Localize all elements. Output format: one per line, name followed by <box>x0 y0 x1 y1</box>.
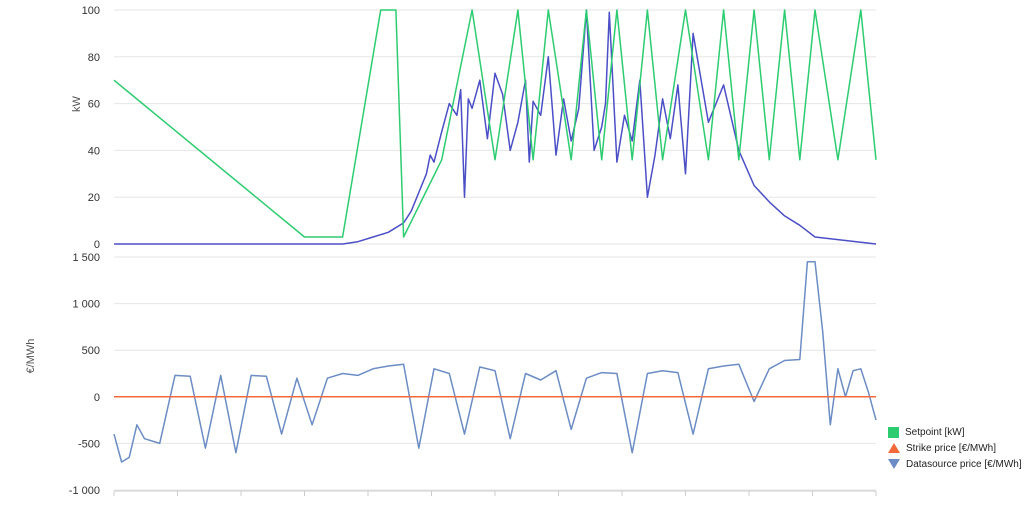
x-axis <box>113 490 877 496</box>
top-chart-series <box>113 9 877 245</box>
setpoint-line <box>113 9 877 238</box>
legend-label: Setpoint [kW] <box>905 426 965 438</box>
legend-item-datasource-price[interactable]: Datasource price [€/MWh] <box>888 456 1022 472</box>
production-line <box>114 9 877 245</box>
legend-label: Datasource price [€/MWh] <box>906 458 1022 470</box>
top-chart-grid <box>114 9 876 245</box>
legend-square-icon <box>888 426 899 438</box>
legend-item-strike-price[interactable]: Strike price [€/MWh] <box>888 440 1022 456</box>
bottom-chart-series <box>113 260 877 463</box>
top-chart-tick-label: 60 <box>88 99 100 111</box>
legend-label: Strike price [€/MWh] <box>906 442 997 454</box>
bottom-chart-ylabel: €/MWh <box>25 339 37 374</box>
bottom-chart-y-ticks: -1 000 -500 0 500 1 000 1 500 <box>69 252 100 497</box>
top-chart-tick-label: 100 <box>82 5 100 17</box>
datasource-price-line <box>113 260 877 463</box>
bottom-chart-tick-label: 500 <box>82 345 100 357</box>
legend: Setpoint [kW] Strike price [€/MWh] Datas… <box>888 424 1022 472</box>
bottom-chart-tick-label: 1 000 <box>72 299 100 311</box>
top-chart-tick-label: 20 <box>88 192 100 204</box>
top-chart-ylabel: kW <box>71 95 83 112</box>
top-chart-tick-label: 80 <box>88 52 100 64</box>
bottom-chart-tick-label: 0 <box>94 392 100 404</box>
bottom-chart-tick-label: -500 <box>78 438 100 450</box>
bottom-chart-tick-label: -1 000 <box>69 485 100 497</box>
top-chart-y-ticks: 0 20 40 60 80 100 <box>82 5 100 251</box>
legend-triangle-up-icon <box>888 443 900 453</box>
top-chart-tick-label: 40 <box>88 145 100 157</box>
bottom-chart-tick-label: 1 500 <box>72 252 100 264</box>
legend-triangle-down-icon <box>888 459 900 469</box>
top-chart-tick-label: 0 <box>94 239 100 251</box>
legend-item-setpoint[interactable]: Setpoint [kW] <box>888 424 1022 440</box>
